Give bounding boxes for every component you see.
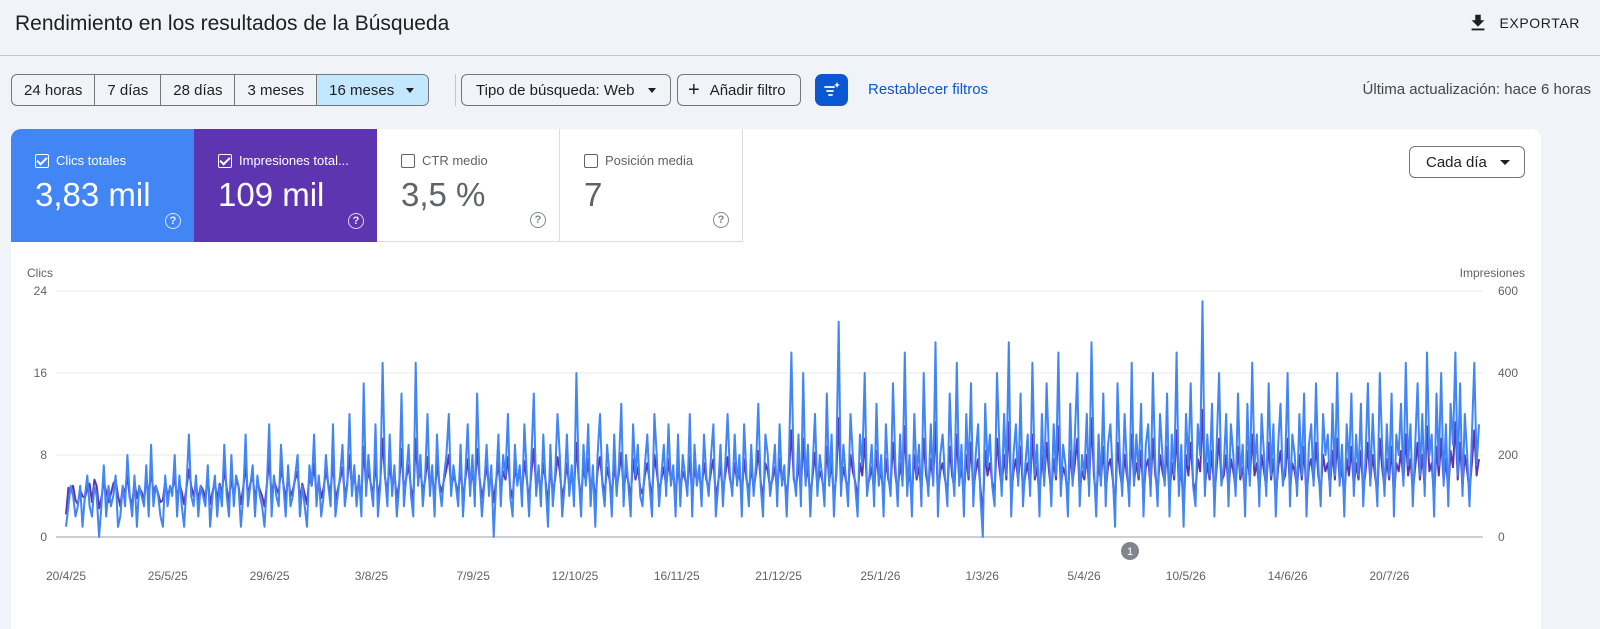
range-7d-button[interactable]: 7 días bbox=[95, 75, 162, 105]
metric-position-card[interactable]: Posición media 7 ? bbox=[560, 129, 743, 242]
filter-toolbar: 24 horas 7 días 28 días 3 meses 16 meses… bbox=[11, 74, 1591, 106]
checkbox-ctr[interactable] bbox=[401, 153, 415, 168]
checkbox-impressions[interactable] bbox=[218, 153, 232, 168]
metric-ctr-value: 3,5 % bbox=[401, 176, 486, 213]
x-tick-label: 20/7/26 bbox=[1369, 569, 1409, 583]
metric-impressions-value: 109 mil bbox=[218, 176, 325, 213]
metric-clicks-label: Clics totales bbox=[56, 153, 127, 168]
add-filter-button[interactable]: + Añadir filtro bbox=[677, 74, 801, 106]
page-header: Rendimiento en los resultados de la Búsq… bbox=[0, 0, 1600, 56]
x-tick-label: 3/8/25 bbox=[355, 569, 389, 583]
y-right-tick-label: 200 bbox=[1498, 448, 1518, 462]
x-tick-label: 7/9/25 bbox=[457, 569, 491, 583]
x-tick-label: 12/10/25 bbox=[552, 569, 599, 583]
plus-icon: + bbox=[688, 79, 700, 101]
range-16m-label: 16 meses bbox=[329, 81, 395, 99]
x-tick-label: 10/5/26 bbox=[1166, 569, 1206, 583]
annotation-marker[interactable]: 1 bbox=[1121, 542, 1139, 560]
performance-chart: Clics Impresiones 24 600 16 400 8 200 0 0 20/4/… bbox=[27, 266, 1525, 583]
download-icon bbox=[1472, 14, 1485, 31]
frequency-dropdown[interactable]: Cada día bbox=[1409, 146, 1525, 178]
search-type-filter[interactable]: Tipo de búsqueda: Web bbox=[461, 74, 672, 106]
help-icon[interactable]: ? bbox=[713, 212, 729, 228]
annotation-circle[interactable] bbox=[1121, 542, 1139, 560]
series-line-clicks bbox=[65, 300, 1480, 538]
x-tick-label: 25/1/26 bbox=[860, 569, 900, 583]
y-left-tick-label: 0 bbox=[40, 530, 47, 544]
y-right-tick-label: 600 bbox=[1498, 284, 1518, 298]
y-left-tick-label: 8 bbox=[40, 448, 47, 462]
range-3m-button[interactable]: 3 meses bbox=[235, 75, 318, 105]
metric-clicks-value: 3,83 mil bbox=[35, 176, 151, 213]
add-filter-label: Añadir filtro bbox=[709, 81, 786, 99]
annotation-label: 1 bbox=[1127, 546, 1133, 558]
date-range-selector: 24 horas 7 días 28 días 3 meses 16 meses bbox=[11, 74, 430, 106]
chevron-down-icon bbox=[406, 87, 415, 93]
chevron-down-icon bbox=[648, 87, 657, 93]
x-tick-label: 20/4/25 bbox=[46, 569, 86, 583]
help-icon[interactable]: ? bbox=[348, 213, 364, 229]
x-tick-label: 29/6/25 bbox=[250, 569, 290, 583]
metric-ctr-card[interactable]: CTR medio 3,5 % ? bbox=[377, 129, 560, 242]
help-icon[interactable]: ? bbox=[165, 213, 181, 229]
toolbar-divider bbox=[455, 74, 456, 106]
performance-card: Clics totales 3,83 mil ? Impresiones tot… bbox=[11, 129, 1541, 629]
metric-clicks-card[interactable]: Clics totales 3,83 mil ? bbox=[11, 129, 194, 242]
last-update-text: Última actualización: hace 6 horas bbox=[1362, 81, 1591, 98]
range-28d-button[interactable]: 28 días bbox=[161, 75, 236, 105]
y-right-tick-label: 0 bbox=[1498, 530, 1505, 544]
y-axis-ticks: 24 600 16 400 8 200 0 0 bbox=[34, 284, 1519, 544]
range-16m-button[interactable]: 16 meses bbox=[317, 75, 429, 105]
x-axis-ticks: 20/4/25 25/5/25 29/6/25 3/8/25 7/9/25 12/10/2… bbox=[46, 569, 1410, 583]
x-tick-label: 5/4/26 bbox=[1067, 569, 1101, 583]
page-title: Rendimiento en los resultados de la Búsq… bbox=[15, 12, 450, 35]
export-button[interactable]: EXPORTAR bbox=[1467, 12, 1580, 34]
checkbox-position[interactable] bbox=[584, 153, 598, 168]
x-tick-label: 14/6/26 bbox=[1268, 569, 1308, 583]
y-right-tick-label: 400 bbox=[1498, 366, 1518, 380]
search-type-label: Tipo de búsqueda: Web bbox=[476, 81, 635, 99]
y-left-tick-label: 16 bbox=[34, 366, 48, 380]
metric-position-label: Posición media bbox=[605, 153, 694, 168]
x-tick-label: 25/5/25 bbox=[148, 569, 188, 583]
y-left-tick-label: 24 bbox=[34, 284, 48, 298]
x-tick-label: 21/12/25 bbox=[755, 569, 802, 583]
sparkle-filter-icon bbox=[823, 82, 840, 96]
x-tick-label: 1/3/26 bbox=[966, 569, 1000, 583]
export-label: EXPORTAR bbox=[1499, 15, 1580, 31]
metric-impressions-card[interactable]: Impresiones total... 109 mil ? bbox=[194, 129, 377, 242]
y-right-axis-label: Impresiones bbox=[1460, 266, 1525, 280]
range-24h-button[interactable]: 24 horas bbox=[12, 75, 96, 105]
metric-position-value: 7 bbox=[584, 176, 603, 213]
metric-impressions-label: Impresiones total... bbox=[239, 153, 349, 168]
chevron-down-icon bbox=[1500, 160, 1510, 165]
chart-grid bbox=[56, 290, 1483, 538]
help-icon[interactable]: ? bbox=[530, 212, 546, 228]
metric-ctr-label: CTR medio bbox=[422, 153, 488, 168]
frequency-label: Cada día bbox=[1426, 153, 1487, 171]
reset-filters-link[interactable]: Restablecer filtros bbox=[868, 81, 989, 98]
checkbox-clicks[interactable] bbox=[35, 153, 49, 168]
y-left-axis-label: Clics bbox=[27, 266, 53, 280]
x-tick-label: 16/11/25 bbox=[654, 569, 700, 583]
chart-lines bbox=[65, 300, 1480, 538]
ai-filter-button[interactable] bbox=[815, 74, 848, 106]
